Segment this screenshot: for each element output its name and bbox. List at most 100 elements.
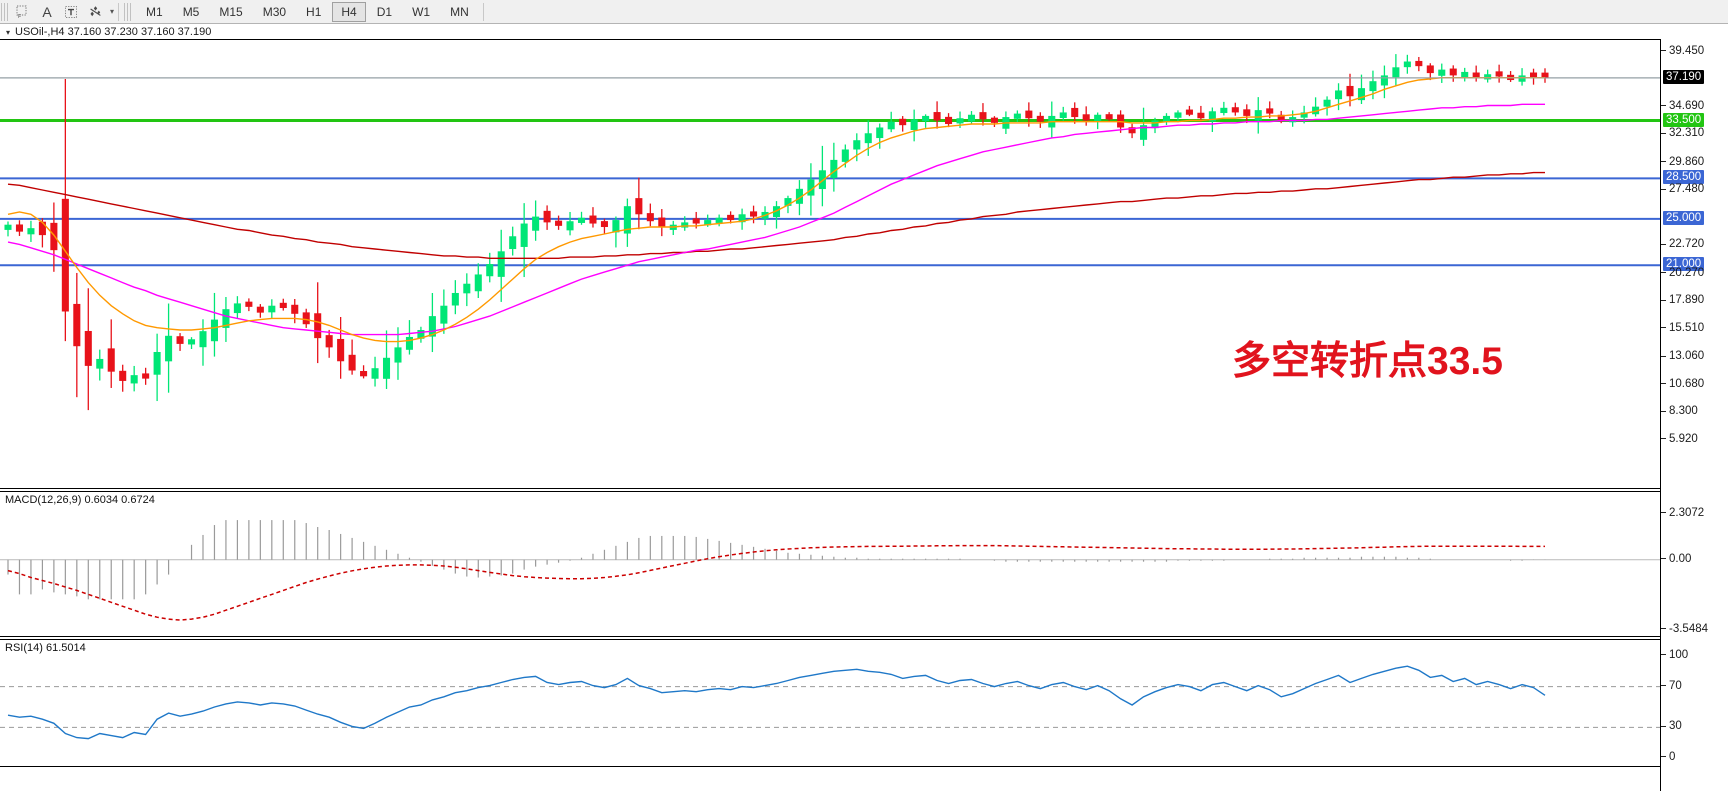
axis-tick-label: 8.300 [1669, 405, 1698, 418]
timeframe-label: M5 [182, 4, 200, 19]
axis-tick-rsi-2: 30 [1661, 720, 1682, 732]
price-axis[interactable]: 39.450 37.190 34.690 33.500 32.310 29.860 28.5… [1660, 39, 1728, 791]
axis-price-label-21-000[interactable]: 21.000 [1663, 257, 1705, 272]
crosshair-icon[interactable]: F [12, 2, 34, 22]
symbol-collapse-caret[interactable]: ▾ [6, 27, 11, 37]
axis-tick-mark [1661, 188, 1666, 190]
axis-tick-label: 5.920 [1669, 432, 1698, 445]
axis-tick-15-510: 15.510 [1661, 322, 1704, 334]
axis-tick-label: 10.680 [1669, 377, 1705, 390]
axis-tick-13-060: 13.060 [1661, 350, 1704, 362]
axis-tick-label: 32.310 [1669, 127, 1705, 140]
axis-tick-label: 15.510 [1669, 321, 1705, 334]
chart-area: 多空转折点33.5 MACD(12,26,9) 0.6034 0.6724 RS… [0, 39, 1728, 791]
axis-tick-32-310: 32.310 [1661, 127, 1704, 139]
axis-tick-label: 100 [1669, 649, 1689, 661]
axis-tick-22-720: 22.720 [1661, 238, 1704, 250]
axis-price-label-25-000[interactable]: 25.000 [1663, 210, 1705, 225]
axis-tick-39-450: 39.450 [1661, 45, 1704, 57]
timeframe-button-mn[interactable]: MN [441, 2, 478, 22]
axis-tick-rsi-1: 70 [1661, 680, 1682, 692]
timeframe-label: W1 [412, 4, 431, 19]
axis-tick-label: 20.270 [1669, 266, 1705, 279]
axis-tick-17-890: 17.890 [1661, 294, 1704, 306]
timeframe-button-h1[interactable]: H1 [297, 2, 330, 22]
timeframe-label: M1 [146, 4, 163, 19]
timeframe-button-h4[interactable]: H4 [332, 1, 366, 22]
axis-tick-label: -3.5484 [1669, 623, 1709, 635]
objects-dropdown-caret[interactable]: ▾ [110, 7, 115, 16]
axis-tick-label: 34.690 [1669, 99, 1705, 112]
objects-icon[interactable] [84, 2, 108, 22]
axis-tick-label: 22.720 [1669, 238, 1705, 251]
axis-tick-mark [1661, 410, 1666, 412]
axis-tick-mark [1661, 558, 1666, 560]
timeframe-button-d1[interactable]: D1 [368, 2, 401, 22]
axis-tick-mark [1661, 132, 1666, 134]
toolbar-separator-2 [482, 2, 484, 21]
axis-tick-mark [1661, 299, 1666, 301]
axis-price-label-37-190[interactable]: 37.190 [1663, 69, 1705, 84]
axis-tick-mark [1661, 628, 1666, 630]
axis-tick-mark [1661, 327, 1666, 329]
axis-tick-mark [1661, 161, 1666, 163]
text-label-glyph: A [42, 3, 52, 20]
timeframe-label: MN [450, 4, 469, 19]
timeframe-label: M30 [262, 4, 287, 19]
chart-annotation: 多空转折点33.5 [1232, 340, 1503, 383]
axis-tick-label: 70 [1669, 679, 1682, 692]
axis-tick-mark [1661, 685, 1666, 687]
timeframe-button-m1[interactable]: M1 [137, 2, 172, 22]
axis-tick-label: 39.450 [1669, 44, 1705, 57]
axis-tick-label: 0 [1669, 751, 1676, 763]
axis-tick-macd-2: -3.5484 [1661, 623, 1708, 635]
axis-tick-20-270: 20.270 [1661, 267, 1704, 279]
axis-tick-label: 29.860 [1669, 155, 1705, 168]
timeframe-grip[interactable] [124, 2, 133, 21]
rsi-pane[interactable]: RSI(14) 61.5014 [0, 639, 1660, 767]
axis-price-label-28-500[interactable]: 28.500 [1663, 170, 1705, 185]
axis-tick-34-690: 34.690 [1661, 100, 1704, 112]
price-pane[interactable]: 多空转折点33.5 [0, 39, 1660, 489]
text-label-icon[interactable]: A [36, 2, 58, 22]
toolbar: F A ▾ M1 M5 M15 M30 H1 H4 D1 W1 MN [0, 0, 1728, 24]
axis-tick-5-920: 5.920 [1661, 433, 1698, 445]
toolbar-separator [118, 2, 120, 21]
axis-tick-label: 2.3072 [1669, 507, 1705, 519]
axis-tick-macd-0: 2.3072 [1661, 507, 1704, 519]
axis-tick-mark [1661, 438, 1666, 440]
price-chart-svg [0, 54, 1660, 411]
symbol-bar: ▾ USOil-,H4 37.160 37.230 37.160 37.190 [0, 25, 1728, 39]
axis-price-label-33-500[interactable]: 33.500 [1663, 112, 1705, 127]
timeframe-button-w1[interactable]: W1 [403, 2, 439, 22]
axis-tick-mark [1661, 50, 1666, 52]
timeframe-button-m15[interactable]: M15 [210, 2, 251, 22]
toolbar-grip[interactable] [1, 2, 9, 21]
axis-tick-mark [1661, 243, 1666, 245]
timeframe-label: M15 [219, 4, 243, 19]
axis-tick-mark [1661, 355, 1666, 357]
axis-tick-label: 0.00 [1669, 552, 1692, 565]
svg-text:F: F [18, 14, 21, 19]
text-box-icon[interactable] [60, 2, 82, 22]
axis-tick-27-480: 27.480 [1661, 183, 1704, 195]
axis-tick-mark [1661, 512, 1666, 514]
macd-chart-svg [0, 520, 1660, 621]
axis-tick-mark [1661, 105, 1666, 107]
axis-tick-rsi-3: 0 [1661, 751, 1675, 763]
timeframe-label: D1 [376, 4, 393, 19]
timeframe-button-m30[interactable]: M30 [254, 2, 295, 22]
rsi-chart-svg [0, 665, 1660, 740]
macd-pane[interactable]: MACD(12,26,9) 0.6034 0.6724 [0, 491, 1660, 637]
axis-tick-label: 30 [1669, 720, 1682, 733]
timeframe-button-m5[interactable]: M5 [174, 2, 209, 22]
symbol-quote-text: USOil-,H4 37.160 37.230 37.160 37.190 [15, 26, 212, 38]
axis-tick-label: 13.060 [1669, 350, 1705, 363]
axis-tick-mark [1661, 654, 1666, 656]
axis-tick-label: 17.890 [1669, 294, 1705, 307]
axis-tick-8-300: 8.300 [1661, 405, 1698, 417]
axis-tick-mark [1661, 756, 1666, 758]
axis-tick-mark [1661, 725, 1666, 727]
timeframe-label: H1 [306, 4, 322, 19]
